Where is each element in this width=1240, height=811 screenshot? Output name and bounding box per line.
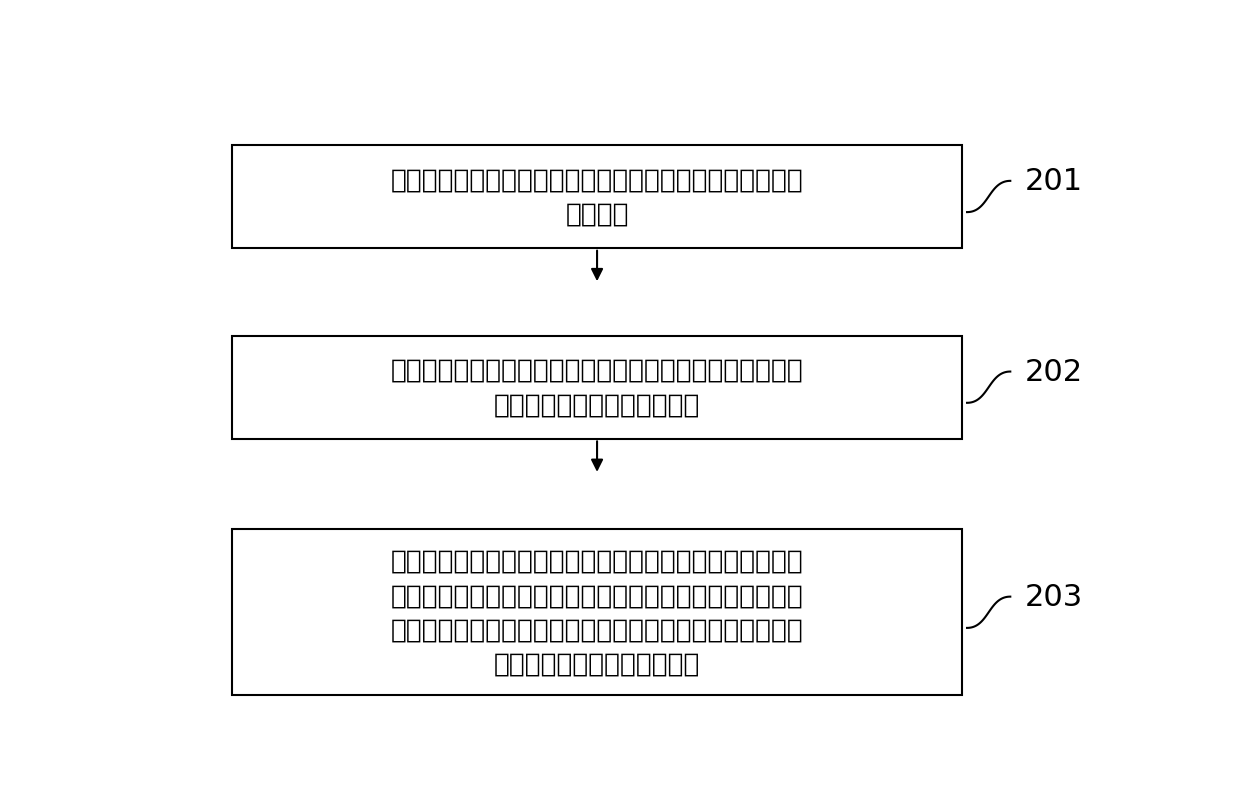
Text: 池组串在各个运行时刻的等效电压偏差值，该等效电压偏差: 池组串在各个运行时刻的等效电压偏差值，该等效电压偏差	[391, 582, 804, 608]
Text: 203: 203	[1024, 582, 1083, 611]
Text: 串在各个运行时刻的等效电压: 串在各个运行时刻的等效电压	[494, 392, 701, 418]
Text: 值的大小表示所述储能单元中一个电池组串与所述储能单元: 值的大小表示所述储能单元中一个电池组串与所述储能单元	[391, 616, 804, 642]
Text: 电流数据: 电流数据	[565, 201, 629, 227]
Text: 202: 202	[1024, 358, 1083, 387]
Text: 201: 201	[1024, 167, 1083, 196]
Bar	[232, 530, 962, 695]
Bar	[232, 146, 962, 249]
Bar	[232, 337, 962, 440]
Text: 中其他电池组串的一致性程度: 中其他电池组串的一致性程度	[494, 651, 701, 677]
Text: 根据每个电池组串在各个运行时刻的等效电压，计算每个电: 根据每个电池组串在各个运行时刻的等效电压，计算每个电	[391, 548, 804, 574]
Text: 获取储能单元的每个电池组串在各个运行时刻的电压数据和: 获取储能单元的每个电池组串在各个运行时刻的电压数据和	[391, 167, 804, 193]
Text: 根据每个电池组串的电压数据和电流数据，计算每个电池组: 根据每个电池组串的电压数据和电流数据，计算每个电池组	[391, 358, 804, 384]
